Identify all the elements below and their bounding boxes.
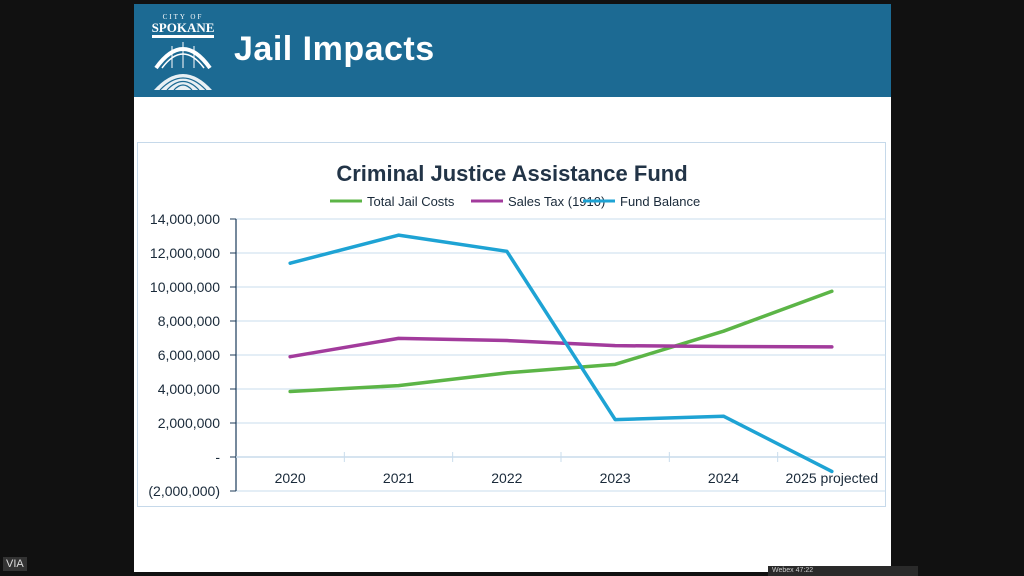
y-tick-label: 6,000,000 <box>158 347 220 363</box>
chart-legend: Total Jail Costs Sales Tax (1910) Fund Bal… <box>330 194 700 209</box>
data-point <box>830 469 834 473</box>
series-line <box>288 233 834 474</box>
data-point <box>613 362 617 366</box>
data-point <box>722 345 725 348</box>
x-tick-label: 2022 <box>491 470 522 486</box>
via-label: VIA <box>3 557 27 571</box>
y-axis-ticks: 14,000,000 12,000,000 10,000,000 8,000,000 6… <box>148 211 237 499</box>
data-point <box>288 261 292 265</box>
series-line <box>288 289 834 394</box>
logo-spokane-text: SPOKANE <box>152 20 215 35</box>
city-logo: CITY OF SPOKANE <box>152 13 215 91</box>
y-tick-label: 12,000,000 <box>150 245 220 261</box>
x-tick-label: 2024 <box>708 470 739 486</box>
data-point <box>722 329 725 333</box>
series-lines <box>288 233 834 474</box>
data-point <box>613 418 617 422</box>
x-tick-label: 2020 <box>275 470 306 486</box>
chart-title: Criminal Justice Assistance Fund <box>336 161 687 186</box>
data-point <box>288 390 292 394</box>
logo-city-text: CITY OF <box>163 13 204 21</box>
data-point <box>505 249 509 253</box>
slide-header: CITY OF SPOKANE Jail Impacts <box>134 4 891 97</box>
video-thumbnail-caption[interactable]: Webex 47:22 <box>768 566 918 576</box>
y-tick-label: 8,000,000 <box>158 313 220 329</box>
y-tick-label: - <box>215 449 220 465</box>
data-point <box>830 289 834 293</box>
legend-label: Fund Balance <box>620 194 700 209</box>
x-tick-label: 2023 <box>600 470 631 486</box>
legend-label: Sales Tax (1910) <box>508 194 605 209</box>
x-axis-ticks: 2020 2021 2022 2023 2024 2025 projected <box>236 452 886 486</box>
y-tick-label: 14,000,000 <box>150 211 220 227</box>
chart-frame <box>137 142 886 507</box>
data-point <box>505 371 509 375</box>
data-point <box>830 345 834 349</box>
series-line <box>288 336 834 359</box>
data-point <box>722 414 725 418</box>
y-tick-label: 4,000,000 <box>158 381 220 397</box>
slide: CITY OF SPOKANE Jail Impacts <box>134 4 891 572</box>
data-point <box>397 336 400 340</box>
slide-title: Jail Impacts <box>234 30 435 68</box>
data-point <box>505 339 509 343</box>
y-tick-label: 2,000,000 <box>158 415 220 431</box>
data-point <box>397 384 400 388</box>
x-tick-label: 2025 projected <box>786 470 879 486</box>
y-tick-label: 10,000,000 <box>150 279 220 295</box>
x-tick-label: 2021 <box>383 470 414 486</box>
data-point <box>288 355 292 359</box>
legend-label: Total Jail Costs <box>367 194 455 209</box>
y-tick-label: (2,000,000) <box>148 483 220 499</box>
data-point <box>397 233 400 237</box>
data-point <box>613 344 617 348</box>
